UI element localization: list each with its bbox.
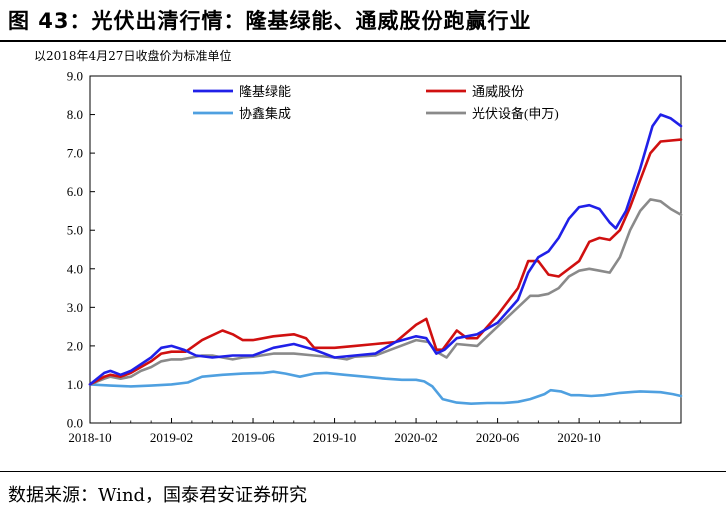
legend-label-1: 隆基绿能 [239,84,291,99]
series-line-2 [88,138,683,386]
legend-label-4: 光伏设备(申万) [472,106,559,121]
x-tick-label: 2019-10 [313,430,356,445]
y-tick-label: 7.0 [67,146,83,161]
source-note: 数据来源：Wind，国泰君安证券研究 [8,485,308,506]
title-rule [0,40,726,42]
x-tick-label: 2020-02 [394,430,437,445]
series-line-4 [88,198,683,386]
chart-subtitle: 以2018年4月27日收盘价为标准单位 [34,49,232,63]
figure-title: 图 43：光伏出清行情：隆基绿能、通威股份跑赢行业 [8,9,532,33]
x-tick-label: 2020-06 [476,430,520,445]
series-line-3 [88,370,683,405]
legend-label-3: 协鑫集成 [239,106,291,121]
x-tick-label: 2019-02 [150,430,193,445]
y-tick-label: 1.0 [67,377,83,392]
y-tick-label: 9.0 [67,69,83,84]
y-tick-label: 8.0 [67,107,83,122]
y-tick-label: 2.0 [67,338,83,353]
x-tick-label: 2018-10 [68,430,111,445]
y-tick-label: 4.0 [67,261,83,276]
source-rule [0,471,726,472]
series-line-1 [88,113,683,386]
legend-label-2: 通威股份 [472,84,524,99]
y-tick-label: 0.0 [67,416,83,431]
chart-axes: 0.0 1.0 2.0 3.0 4.0 5.0 6.0 7.0 8.0 9.0 2018-10 201… [67,69,682,445]
y-tick-label: 6.0 [67,184,83,199]
x-tick-label: 2020-10 [557,430,600,445]
y-tick-label: 5.0 [67,223,83,238]
y-tick-label: 3.0 [67,300,83,315]
chart-series [88,113,683,405]
plot-frame [89,75,682,424]
x-tick-label: 2019-06 [231,430,275,445]
